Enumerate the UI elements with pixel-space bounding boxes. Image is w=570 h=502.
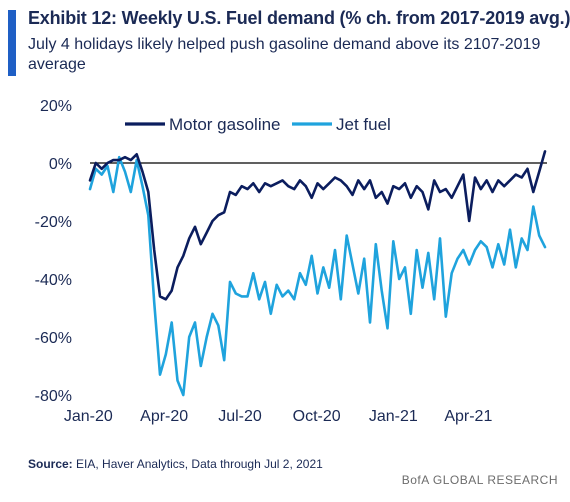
x-tick-label: Jul-20 bbox=[218, 408, 262, 425]
source-label: Source: bbox=[28, 457, 73, 471]
y-axis: 20% 0% -20% -40% -60% -80% bbox=[35, 98, 72, 405]
series-line-jet-fuel bbox=[88, 155, 547, 397]
y-tick-label: -60% bbox=[35, 330, 72, 347]
x-tick-label: Jan-21 bbox=[369, 408, 418, 425]
chart-subtitle: July 4 holidays likely helped push gasol… bbox=[28, 36, 541, 73]
x-tick-label: Oct-20 bbox=[293, 408, 341, 425]
x-tick-label: Apr-20 bbox=[140, 408, 188, 425]
y-tick-label: -20% bbox=[35, 214, 72, 231]
source-note: Source: EIA, Haver Analytics, Data throu… bbox=[28, 457, 323, 471]
x-tick-label: Apr-21 bbox=[444, 408, 492, 425]
y-tick-label: 20% bbox=[40, 98, 72, 115]
series-group bbox=[88, 150, 547, 397]
y-tick-label: 0% bbox=[49, 156, 72, 173]
y-tick-label: -80% bbox=[35, 388, 72, 405]
chart-svg: 20% 0% -20% -40% -60% -80% Jan-20 Apr-20 Jul-20… bbox=[35, 98, 547, 425]
accent-bar bbox=[8, 10, 16, 76]
series-line-motor-gasoline bbox=[88, 150, 547, 301]
source-text: EIA, Haver Analytics, Data through Jul 2… bbox=[72, 457, 323, 471]
legend: Motor gasoline Jet fuel bbox=[125, 115, 391, 134]
x-tick-label: Jan-20 bbox=[64, 408, 113, 425]
legend-label-jet-fuel: Jet fuel bbox=[336, 115, 391, 134]
brand-label: BofA GLOBAL RESEARCH bbox=[401, 473, 558, 487]
legend-label-motor-gasoline: Motor gasoline bbox=[169, 115, 281, 134]
x-axis: Jan-20 Apr-20 Jul-20 Oct-20 Jan-21 Apr-21 bbox=[64, 408, 493, 425]
chart-title: Exhibit 12: Weekly U.S. Fuel demand (% c… bbox=[28, 8, 570, 28]
y-tick-label: -40% bbox=[35, 272, 72, 289]
